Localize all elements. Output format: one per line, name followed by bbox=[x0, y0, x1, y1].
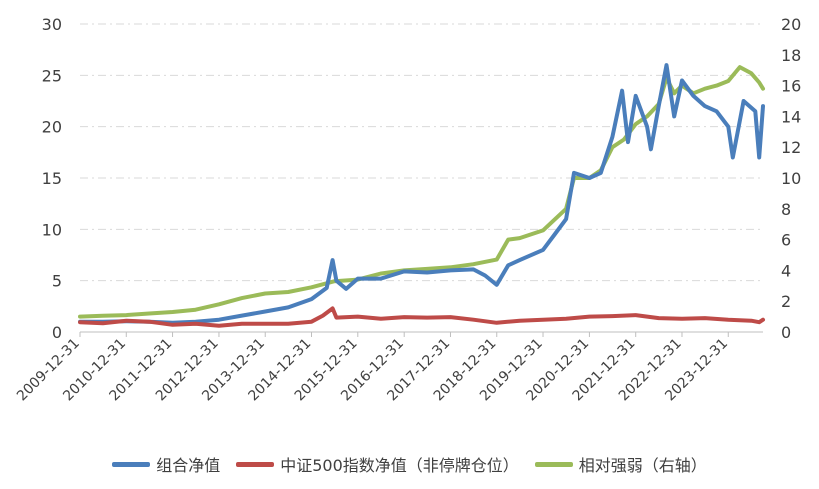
line-chart: 0 5 10 15 20 25 30 0 2 4 6 8 10 12 14 16 18 20 2009-12-3… bbox=[14, 15, 801, 404]
legend: 组合净值 中证500指数净值（非停牌仓位） 相对强弱（右轴） bbox=[0, 452, 819, 476]
right-y-axis: 0 2 4 6 8 10 12 14 16 18 20 bbox=[781, 15, 801, 342]
y-left-tick-label: 15 bbox=[42, 169, 62, 188]
x-axis: 2009-12-312010-12-312011-12-312012-12-31… bbox=[14, 331, 763, 404]
y-left-tick-label: 20 bbox=[42, 118, 62, 137]
y-right-tick-label: 8 bbox=[781, 200, 791, 219]
y-left-tick-label: 30 bbox=[42, 15, 62, 34]
y-right-tick-label: 20 bbox=[781, 15, 801, 34]
series-line-2 bbox=[78, 65, 765, 319]
left-y-axis: 0 5 10 15 20 25 30 bbox=[42, 15, 62, 342]
legend-swatch bbox=[236, 461, 275, 467]
y-right-tick-label: 12 bbox=[781, 138, 801, 157]
series-line-0 bbox=[78, 63, 765, 325]
legend-item-portfolio: 组合净值 bbox=[112, 452, 220, 476]
y-left-tick-label: 0 bbox=[52, 323, 62, 342]
legend-item-relative-strength: 相对强弱（右轴） bbox=[534, 452, 707, 476]
legend-label: 组合净值 bbox=[156, 456, 221, 475]
y-left-tick-label: 10 bbox=[42, 220, 62, 239]
legend-label: 相对强弱（右轴） bbox=[578, 456, 707, 475]
y-right-tick-label: 6 bbox=[781, 231, 791, 250]
legend-swatch bbox=[112, 461, 151, 467]
legend-item-csi500: 中证500指数净值（非停牌仓位） bbox=[236, 452, 519, 476]
y-right-tick-label: 0 bbox=[781, 323, 791, 342]
y-right-tick-label: 10 bbox=[781, 169, 801, 188]
y-right-tick-label: 16 bbox=[781, 77, 801, 96]
y-right-tick-label: 4 bbox=[781, 261, 791, 280]
series-line-1 bbox=[78, 306, 765, 328]
y-left-tick-label: 5 bbox=[52, 272, 62, 291]
series-lines bbox=[78, 63, 765, 328]
y-right-tick-label: 14 bbox=[781, 107, 801, 126]
y-left-tick-label: 25 bbox=[42, 66, 62, 85]
y-right-tick-label: 2 bbox=[781, 292, 791, 311]
legend-label: 中证500指数净值（非停牌仓位） bbox=[280, 456, 519, 475]
legend-swatch bbox=[534, 461, 573, 467]
y-right-tick-label: 18 bbox=[781, 46, 801, 65]
gridlines bbox=[80, 23, 763, 282]
